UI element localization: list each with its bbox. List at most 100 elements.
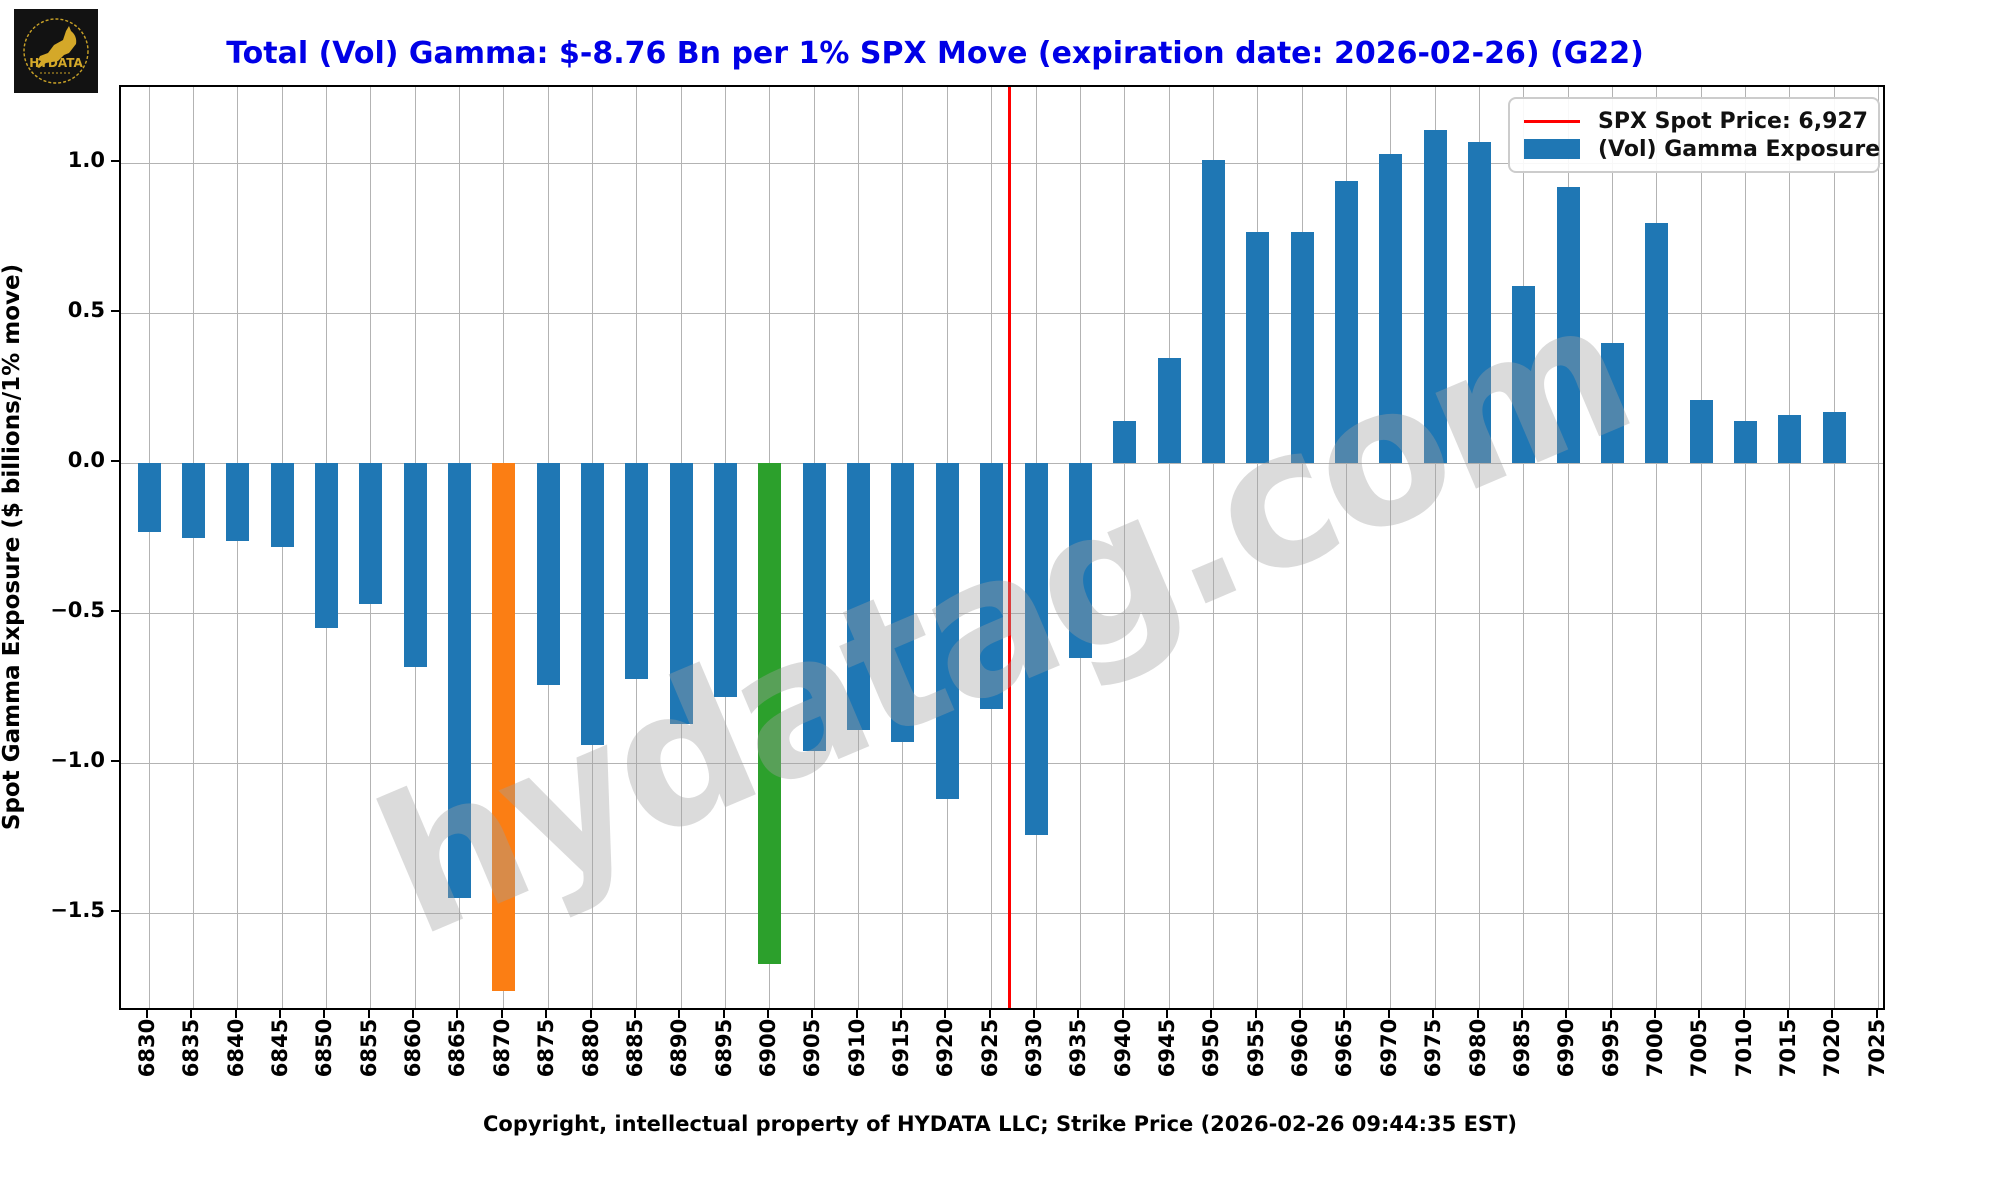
bar-6860: [403, 463, 427, 667]
x-gridline: [237, 87, 239, 1008]
x-tick-label: 6985: [1509, 1018, 1534, 1078]
x-tick-label: 6830: [135, 1018, 159, 1078]
bar-6930: [1024, 463, 1048, 835]
x-tick-label: 6990: [1554, 1018, 1579, 1078]
x-tick-mark: [1166, 1010, 1169, 1018]
x-tick-mark: [766, 1010, 769, 1018]
logo-brand-text: HYDATA: [29, 56, 83, 70]
x-tick-mark: [1077, 1010, 1080, 1018]
x-gridline: [1745, 87, 1747, 1008]
bar-6940: [1113, 421, 1137, 463]
x-tick-label: 6895: [711, 1018, 736, 1078]
x-gridline: [1789, 87, 1791, 1008]
bar-7015: [1778, 415, 1802, 463]
x-tick-mark: [1520, 1010, 1523, 1018]
bar-6835: [181, 463, 205, 538]
x-tick-label: 7025: [1864, 1018, 1889, 1078]
x-tick-mark: [1565, 1010, 1568, 1018]
x-tick-label: 6995: [1598, 1018, 1623, 1078]
x-gridline: [1390, 87, 1392, 1008]
bar-6855: [359, 463, 383, 604]
bar-6970: [1379, 154, 1403, 463]
x-gridline: [1301, 87, 1303, 1008]
x-tick-mark: [811, 1010, 814, 1018]
x-tick-label: 6835: [179, 1018, 204, 1078]
x-tick-mark: [1653, 1010, 1656, 1018]
bar-6910: [847, 463, 871, 730]
x-tick-label: 6850: [312, 1018, 337, 1078]
x-gridline: [1878, 87, 1880, 1008]
x-tick-label: 6855: [356, 1018, 381, 1078]
y-tick-label: −1.5: [50, 898, 105, 922]
x-tick-label: 6940: [1110, 1018, 1135, 1078]
x-tick-label: 7020: [1820, 1018, 1845, 1078]
x-tick-label: 6950: [1199, 1018, 1224, 1078]
x-tick-mark: [234, 1010, 237, 1018]
x-axis-caption: Copyright, intellectual property of HYDA…: [483, 1112, 1517, 1136]
bar-6935: [1068, 463, 1092, 658]
x-gridline: [1434, 87, 1436, 1008]
x-tick-mark: [855, 1010, 858, 1018]
x-tick-label: 7000: [1642, 1018, 1667, 1078]
spx-spot-price-line: [1007, 87, 1011, 1008]
x-gridline: [1257, 87, 1259, 1008]
x-tick-mark: [1742, 1010, 1745, 1018]
bar-6965: [1334, 181, 1358, 463]
x-tick-mark: [456, 1010, 459, 1018]
x-tick-mark: [1387, 1010, 1390, 1018]
x-tick-label: 6905: [800, 1018, 825, 1078]
y-tick-mark: [111, 910, 119, 912]
x-tick-label: 6840: [223, 1018, 248, 1078]
x-gridline: [1479, 87, 1480, 1008]
x-tick-mark: [190, 1010, 193, 1018]
legend-row-spot: SPX Spot Price: 6,927: [1524, 107, 1868, 135]
x-tick-label: 6885: [622, 1018, 647, 1078]
legend-spot-label: SPX Spot Price: 6,927: [1598, 108, 1868, 134]
bar-6885: [625, 463, 649, 679]
y-gridline: [121, 912, 1883, 914]
bar-6865: [447, 463, 471, 898]
x-tick-label: 6970: [1376, 1018, 1401, 1078]
bar-7010: [1734, 421, 1758, 463]
bar-6870: [492, 463, 516, 991]
bar-6830: [137, 463, 161, 532]
bar-6925: [980, 463, 1004, 709]
x-tick-label: 6910: [844, 1018, 869, 1078]
x-tick-label: 6915: [888, 1018, 913, 1078]
y-tick-label: 1.0: [67, 148, 105, 172]
wolf-icon: [37, 26, 77, 68]
x-tick-label: 6935: [1066, 1018, 1091, 1078]
x-tick-mark: [323, 1010, 326, 1018]
x-tick-mark: [722, 1010, 725, 1018]
x-tick-mark: [678, 1010, 681, 1018]
y-tick-label: −0.5: [50, 598, 105, 622]
x-tick-label: 6880: [578, 1018, 603, 1078]
y-tick-label: −1.0: [50, 748, 105, 772]
x-tick-mark: [1831, 1010, 1834, 1018]
x-tick-mark: [1343, 1010, 1346, 1018]
x-tick-mark: [1875, 1010, 1878, 1018]
bar-7020: [1822, 412, 1846, 463]
legend-row-gamma: (Vol) Gamma Exposure: [1524, 135, 1880, 163]
gamma-bar-swatch: [1524, 139, 1580, 159]
x-tick-mark: [1299, 1010, 1302, 1018]
x-tick-label: 6975: [1421, 1018, 1446, 1078]
x-tick-mark: [988, 1010, 991, 1018]
bar-6985: [1512, 286, 1536, 463]
x-tick-mark: [1786, 1010, 1789, 1018]
x-tick-label: 6930: [1022, 1018, 1046, 1078]
x-gridline: [1567, 87, 1569, 1008]
x-tick-label: 6920: [933, 1018, 958, 1078]
bar-6875: [536, 463, 560, 685]
x-tick-mark: [1476, 1010, 1479, 1018]
x-gridline: [148, 87, 150, 1008]
y-tick-mark: [111, 610, 119, 612]
bar-6890: [669, 463, 693, 724]
bar-6845: [270, 463, 294, 547]
x-tick-mark: [899, 1010, 902, 1018]
bar-6905: [802, 463, 826, 751]
x-gridline: [1612, 87, 1614, 1008]
x-tick-mark: [944, 1010, 947, 1018]
spot-price-line-swatch: [1524, 119, 1580, 123]
y-tick-mark: [111, 460, 119, 462]
